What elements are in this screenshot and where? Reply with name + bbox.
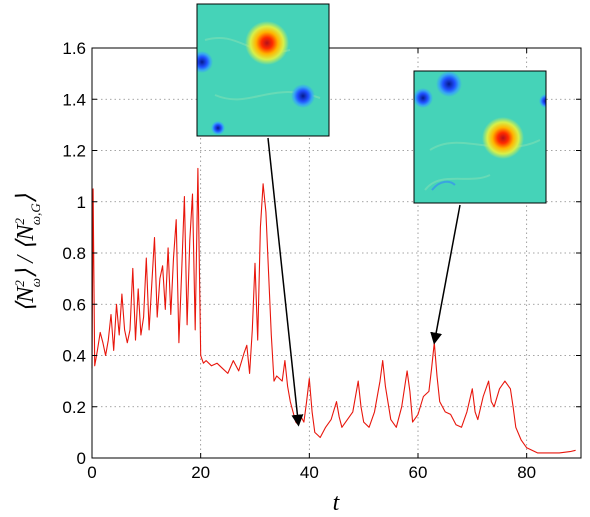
series-line-1 [91,167,576,454]
inset-1-positive-vortex [245,21,289,65]
y-tick-label: 1.6 [62,39,86,58]
y-tick-label: 0.8 [62,244,86,263]
x-tick-label: 0 [87,463,96,482]
y-tick-label: 0.6 [62,295,86,314]
inset-1-negative-vortex [211,121,225,135]
y-tick-label: 0 [77,449,86,468]
annotation-arrow-2 [430,204,461,345]
inset-2-negative-vortex [436,71,462,97]
y-tick-label: 0.4 [62,347,86,366]
series-layer [91,167,576,454]
y-tick-label: 1 [77,193,86,212]
annotation-arrows [267,137,461,427]
y-tick-label: 1.2 [62,142,86,161]
x-tick-label: 40 [300,463,319,482]
inset-2-negative-vortex [539,94,546,108]
x-tick-label: 80 [517,463,536,482]
y-axis-label: ⟨N2ω⟩ / ⟨N2ω,G⟩ [12,193,43,312]
y-tick-label: 1.4 [62,90,86,109]
x-axis-ticks: 0 20 40 60 80 [87,48,536,482]
inset-1-negative-vortex [197,51,213,73]
inset-2-positive-vortex [482,117,524,159]
x-tick-label: 60 [409,463,428,482]
x-axis-label: t [333,490,341,516]
annotation-arrow-1 [267,137,304,427]
x-tick-label: 20 [191,463,210,482]
inset-2 [413,70,547,204]
y-tick-label: 0.2 [62,398,86,417]
inset-1 [196,3,330,137]
y-axis-ticks: 0 0.2 0.4 0.6 0.8 1 1.2 1.4 1.6 [62,39,581,468]
inset-2-negative-vortex [414,88,433,108]
inset-1-negative-vortex [291,84,315,108]
